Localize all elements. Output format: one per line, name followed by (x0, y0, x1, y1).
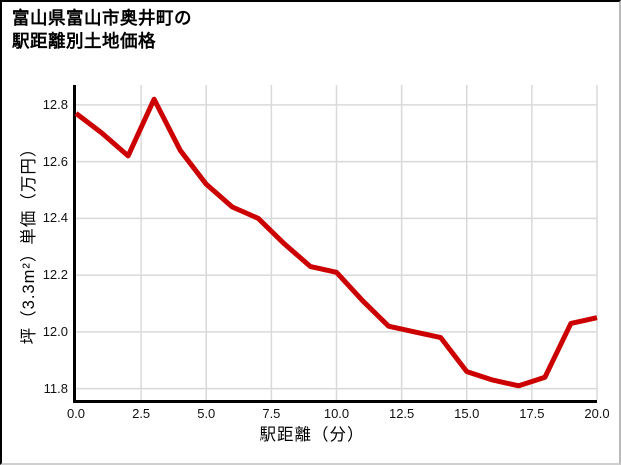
chart-title-line-1: 富山県富山市奥井町の (12, 8, 192, 28)
x-tick-label: 7.5 (262, 406, 281, 421)
y-tick-label: 12.6 (42, 153, 68, 169)
x-tick-label: 2.5 (132, 406, 151, 421)
x-tick-label: 15.0 (454, 406, 480, 421)
x-axis-label: 駅距離（分） (259, 426, 365, 444)
y-tick-label: 12.8 (42, 96, 68, 112)
y-axis-label: 坪（3.3m²）単価（万円） (20, 139, 38, 345)
plot-canvas (74, 85, 598, 400)
y-tick-label: 12.4 (42, 210, 68, 226)
y-tick-label: 12.0 (42, 323, 68, 339)
plot-area (73, 85, 598, 403)
x-tick-label: 5.0 (197, 406, 216, 421)
y-tick-label: 11.8 (43, 380, 68, 396)
price-line (74, 96, 598, 389)
x-tick-label: 10.0 (323, 406, 350, 421)
x-tick-label: 0.0 (66, 406, 86, 421)
chart-title-line-2: 駅距離別土地価格 (12, 31, 156, 51)
x-tick-label: 12.5 (388, 406, 415, 421)
x-tick-label: 20.0 (584, 406, 610, 421)
x-tick-label: 17.5 (519, 406, 545, 421)
chart-title: 富山県富山市奥井町の 駅距離別土地価格 (12, 7, 192, 53)
y-tick-label: 12.2 (42, 267, 68, 283)
